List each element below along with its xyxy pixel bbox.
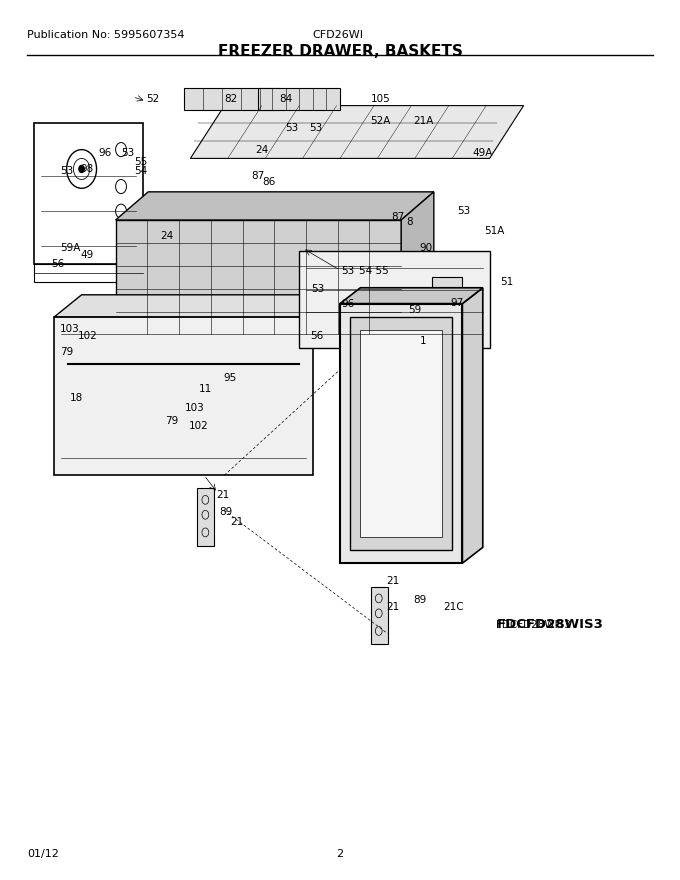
Text: 01/12: 01/12	[27, 849, 59, 859]
Text: 24: 24	[160, 231, 173, 241]
Text: 21A: 21A	[413, 116, 434, 127]
Bar	[371, 587, 388, 644]
Text: 98: 98	[80, 164, 93, 174]
Text: FREEZER DRAWER, BASKETS: FREEZER DRAWER, BASKETS	[218, 44, 462, 59]
Text: 51A: 51A	[484, 225, 505, 236]
Bar	[34, 123, 143, 264]
Text: 84: 84	[279, 93, 292, 104]
Bar	[184, 88, 279, 110]
Text: 59: 59	[408, 304, 421, 315]
Text: 87: 87	[391, 212, 404, 223]
Text: 21: 21	[386, 602, 399, 612]
Text: 89: 89	[413, 595, 426, 605]
Text: 53: 53	[121, 148, 134, 158]
Text: 24: 24	[255, 144, 268, 155]
Bar	[350, 317, 452, 550]
Text: FDCFD28WIS3: FDCFD28WIS3	[496, 620, 571, 630]
Polygon shape	[340, 288, 483, 304]
Text: 53: 53	[341, 266, 354, 276]
Text: 21C: 21C	[443, 602, 464, 612]
Text: 90: 90	[420, 243, 432, 253]
Text: 49: 49	[80, 250, 93, 260]
Text: Publication No: 5995607354: Publication No: 5995607354	[27, 30, 185, 40]
Text: 103: 103	[185, 403, 205, 414]
Text: 49A: 49A	[473, 148, 493, 158]
Text: 18: 18	[69, 392, 82, 403]
Text: 54 55: 54 55	[359, 266, 389, 276]
Text: 87: 87	[252, 171, 265, 181]
Bar	[340, 304, 462, 563]
Text: CFD26WI: CFD26WI	[313, 30, 364, 40]
Text: 59A: 59A	[60, 243, 80, 253]
Text: 53: 53	[60, 165, 73, 176]
Text: 53: 53	[311, 283, 324, 294]
Bar	[432, 277, 462, 326]
Text: 51: 51	[500, 276, 513, 287]
Text: 89: 89	[219, 507, 232, 517]
Text: 86: 86	[262, 177, 275, 187]
Bar	[299, 251, 490, 348]
Text: 1: 1	[420, 336, 427, 347]
Text: 21: 21	[230, 517, 243, 527]
Text: FDCFD28WIS3: FDCFD28WIS3	[496, 619, 603, 631]
Polygon shape	[190, 106, 524, 158]
Polygon shape	[401, 192, 434, 334]
Text: 103: 103	[60, 324, 80, 334]
Text: 105: 105	[371, 93, 390, 104]
Bar	[34, 264, 143, 282]
Text: 54: 54	[135, 165, 148, 176]
Text: 79: 79	[165, 415, 178, 426]
Text: 21: 21	[386, 576, 399, 586]
Bar	[360, 330, 442, 537]
Text: 102: 102	[78, 331, 98, 341]
Text: 97: 97	[451, 297, 464, 308]
Text: 56: 56	[51, 259, 64, 269]
Text: 53: 53	[286, 122, 299, 133]
Text: 79: 79	[60, 347, 73, 357]
Bar	[54, 317, 313, 475]
Text: 55: 55	[135, 157, 148, 167]
Text: 102: 102	[189, 421, 209, 431]
Bar	[197, 488, 214, 546]
Polygon shape	[54, 295, 340, 317]
Text: 2: 2	[337, 849, 343, 859]
Text: 53: 53	[309, 122, 322, 133]
Text: 21: 21	[216, 489, 229, 500]
Bar	[258, 88, 340, 110]
Polygon shape	[462, 288, 483, 563]
Text: 52A: 52A	[371, 116, 391, 127]
Circle shape	[79, 165, 84, 172]
Text: 82: 82	[224, 93, 237, 104]
Text: 95: 95	[223, 372, 236, 383]
Text: 56: 56	[310, 331, 323, 341]
Text: 11: 11	[199, 384, 211, 394]
Text: 96: 96	[341, 298, 354, 309]
Polygon shape	[116, 192, 434, 220]
Polygon shape	[116, 220, 401, 334]
Text: 52: 52	[146, 93, 159, 104]
Text: 53: 53	[457, 206, 470, 216]
Text: 8: 8	[406, 216, 413, 227]
Text: 96: 96	[99, 148, 112, 158]
